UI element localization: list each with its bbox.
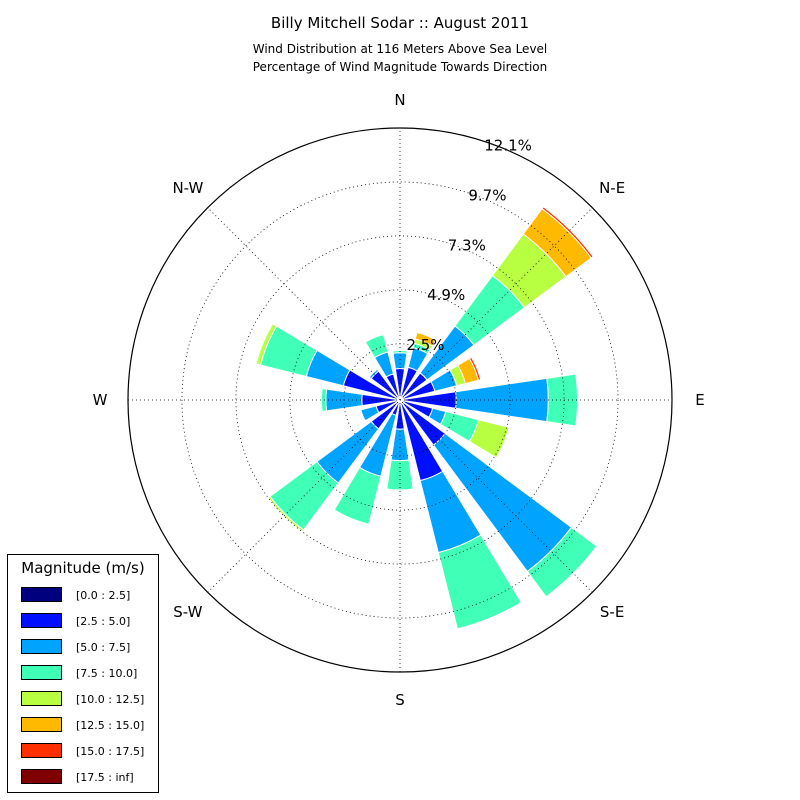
bar-segment-1-6 [468, 356, 482, 381]
direction-label-n-e: N-E [599, 179, 625, 197]
ring-label-0: 2.5% [406, 336, 444, 354]
direction-wedge-3 [399, 331, 437, 401]
polar-grid [127, 127, 673, 673]
direction-wedge-7 [255, 323, 401, 401]
direction-wedge-11 [333, 399, 401, 525]
direction-label-n: N [394, 91, 405, 109]
legend-label-1: [2.5 : 5.0] [76, 615, 130, 628]
legend-label-4: [10.0 : 12.5] [76, 693, 144, 706]
bar-segment-13-3 [437, 534, 522, 630]
wind-bars [255, 206, 598, 630]
direction-wedge-8 [320, 387, 401, 413]
direction-wedge-0 [399, 373, 579, 427]
polar-labels: E N-E N N-W W S-W S S-E 2.5% 4.9% 7.3% 9.7% 12.1% [93, 91, 705, 709]
direction-wedge-14 [399, 399, 598, 598]
legend-label-5: [12.5 : 15.0] [76, 719, 144, 732]
direction-label-e: E [695, 391, 704, 409]
direction-label-s: S [395, 691, 405, 709]
chart-title: Billy Mitchell Sodar :: August 2011 [271, 14, 529, 32]
bar-segment-11-3 [333, 466, 382, 525]
legend-swatch-3 [21, 665, 62, 680]
direction-wedge-13 [399, 399, 522, 630]
bar-segment-0-2 [455, 377, 549, 423]
ring-label-4: 12.1% [484, 137, 532, 155]
direction-label-w: W [93, 391, 108, 409]
bar-segment-9-3 [360, 409, 366, 422]
bar-segment-7-4 [255, 323, 278, 366]
bar-segment-15-4 [468, 419, 510, 459]
bar-segment-12-3 [386, 459, 414, 491]
direction-wedge-15 [399, 399, 510, 459]
grid-spoke-3 [207, 207, 593, 593]
legend-swatch-0 [21, 587, 62, 602]
ring-label-3: 9.7% [468, 187, 506, 205]
legend-swatch-7 [21, 769, 62, 784]
direction-label-s-w: S-W [173, 603, 202, 621]
bar-segment-8-3 [320, 387, 328, 413]
legend-label-7: [17.5 : inf] [76, 771, 134, 784]
legend-swatch-2 [21, 639, 62, 654]
direction-wedge-1 [399, 356, 482, 401]
legend-label-3: [7.5 : 10.0] [76, 667, 137, 680]
legend-swatch-5 [21, 717, 62, 732]
legend-label-2: [5.0 : 7.5] [76, 641, 130, 654]
legend: Magnitude (m/s) [0.0 : 2.5] [2.5 : 5.0] [5.… [7, 554, 159, 793]
direction-label-s-e: S-E [600, 603, 624, 621]
grid-ring-3 [181, 181, 619, 619]
direction-wedge-12 [386, 399, 414, 491]
ring-label-2: 7.3% [448, 236, 486, 254]
legend-label-0: [0.0 : 2.5] [76, 589, 130, 602]
legend-label-6: [15.0 : 17.5] [76, 745, 144, 758]
bar-segment-3-5 [414, 331, 437, 347]
legend-swatch-1 [21, 613, 62, 628]
bar-segment-0-3 [546, 373, 579, 427]
chart-subtitle-line-2: Percentage of Wind Magnitude Towards Dir… [253, 60, 547, 74]
bar-segment-5-3 [364, 333, 389, 359]
legend-title: Magnitude (m/s) [21, 559, 144, 577]
chart-subtitle-line-1: Wind Distribution at 116 Meters Above Se… [253, 42, 548, 56]
legend-swatch-4 [21, 691, 62, 706]
direction-label-n-w: N-W [172, 179, 203, 197]
outer-circle [127, 127, 673, 673]
bar-segment-14-3 [526, 526, 598, 598]
bar-segment-2-6 [541, 206, 594, 259]
ring-label-1: 4.9% [427, 286, 465, 304]
legend-swatch-6 [21, 743, 62, 758]
grid-ring-1 [289, 289, 511, 511]
